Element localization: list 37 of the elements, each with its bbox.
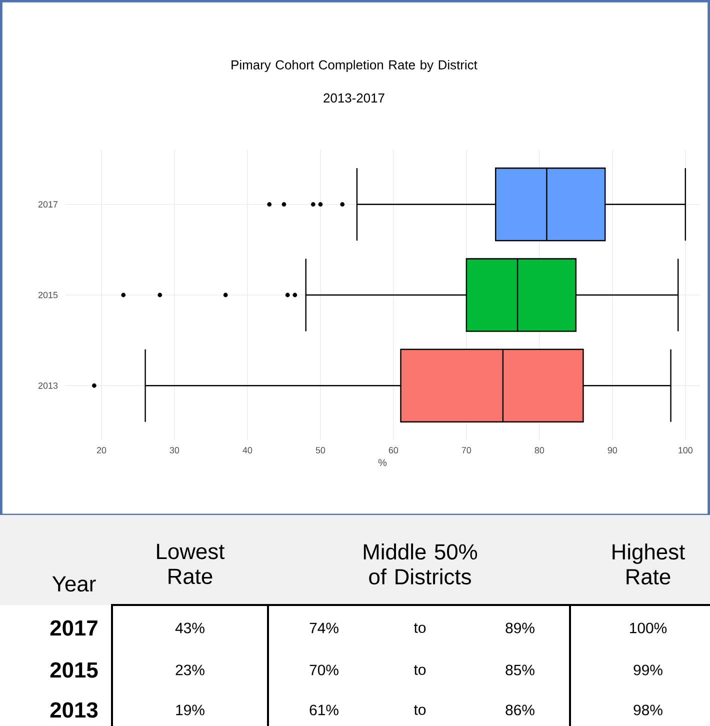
y-tick-label: 2017 [38, 201, 58, 208]
text: Year [52, 576, 96, 592]
text: to [414, 665, 426, 675]
text: 19% [176, 704, 204, 716]
text: 86% [506, 704, 534, 716]
text: Middle 50% of Districts [364, 544, 478, 585]
text: 2013 [50, 702, 98, 718]
text: 100% [630, 622, 667, 634]
text: 61% [310, 704, 338, 716]
x-tick-label: 80 [534, 447, 544, 454]
text: to [414, 623, 426, 633]
text: 2017 [50, 620, 98, 636]
chart-title: Pimary Cohort Completion Rate by District [232, 60, 478, 72]
x-tick-label: 100 [678, 447, 693, 454]
y-tick-label: 2015 [38, 292, 58, 298]
x-tick-label: 20 [96, 447, 106, 454]
chart-subtitle: 2013-2017 [324, 93, 384, 103]
text: 2015 [50, 662, 98, 678]
x-tick-label: 60 [388, 447, 398, 454]
text: 89% [506, 622, 534, 634]
text: Highest Rate [612, 544, 685, 585]
text: 23% [176, 664, 204, 676]
x-tick-label: 30 [170, 447, 180, 454]
x-tick-label: 40 [242, 447, 252, 454]
text: 43% [175, 622, 204, 634]
x-tick-label: 90 [608, 447, 618, 454]
text: 70% [310, 664, 338, 676]
text: Lowest Rate [157, 544, 225, 584]
text: 85% [506, 664, 534, 676]
x-axis-title: % [378, 459, 387, 466]
x-tick-label: 70 [462, 447, 472, 454]
x-tick-label: 50 [316, 447, 326, 454]
text: 98% [634, 704, 662, 716]
text: to [414, 705, 426, 715]
text: 74% [310, 622, 338, 634]
text: 99% [634, 664, 662, 676]
y-tick-label: 2013 [38, 382, 58, 389]
